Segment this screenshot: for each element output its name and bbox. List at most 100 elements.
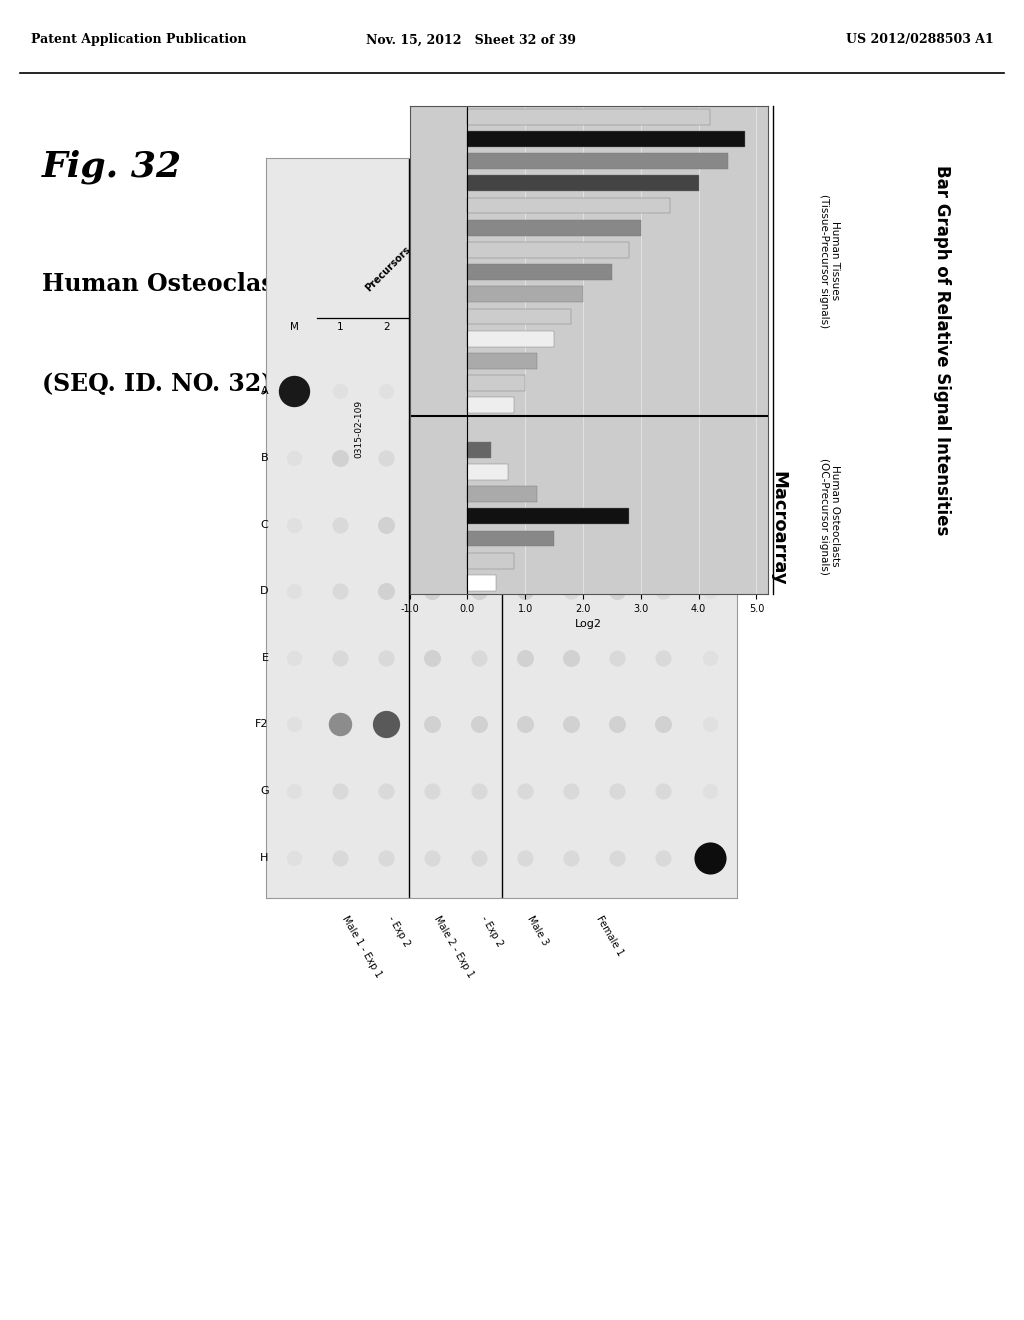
Point xyxy=(286,381,302,403)
Point xyxy=(378,647,394,668)
Point xyxy=(378,780,394,801)
Point xyxy=(332,581,348,602)
Text: 8: 8 xyxy=(660,322,667,331)
Point xyxy=(655,581,672,602)
Point xyxy=(655,381,672,403)
Bar xyxy=(467,153,727,169)
Bar xyxy=(467,286,583,302)
Text: Human
Tissues: Human Tissues xyxy=(548,202,592,247)
Bar xyxy=(467,531,554,546)
Point xyxy=(701,847,718,869)
Text: Fig. 32: Fig. 32 xyxy=(42,150,182,185)
Point xyxy=(563,847,580,869)
Point xyxy=(286,847,302,869)
Point xyxy=(563,381,580,403)
Text: Macroarray: Macroarray xyxy=(769,471,787,585)
Point xyxy=(424,647,440,668)
Point xyxy=(470,381,486,403)
Point xyxy=(470,780,486,801)
Point xyxy=(655,780,672,801)
Bar xyxy=(467,242,630,257)
Point xyxy=(517,714,534,735)
Point xyxy=(332,780,348,801)
Point xyxy=(563,447,580,469)
Point xyxy=(378,847,394,869)
Bar xyxy=(467,176,698,191)
Text: F2: F2 xyxy=(255,719,268,730)
Text: A: A xyxy=(261,387,268,396)
Point xyxy=(378,513,394,535)
Text: 4: 4 xyxy=(475,322,482,331)
Point xyxy=(378,447,394,469)
Point xyxy=(609,847,626,869)
Point xyxy=(701,780,718,801)
Point xyxy=(609,381,626,403)
Point xyxy=(286,581,302,602)
Point xyxy=(286,647,302,668)
Point xyxy=(655,847,672,869)
Bar xyxy=(467,397,514,413)
Point xyxy=(517,513,534,535)
Point xyxy=(517,647,534,668)
Point xyxy=(701,513,718,535)
Bar xyxy=(467,264,612,280)
Text: Female 1: Female 1 xyxy=(594,915,625,958)
Point xyxy=(470,513,486,535)
Point xyxy=(655,447,672,469)
Bar xyxy=(467,508,630,524)
Bar xyxy=(467,309,571,325)
Point xyxy=(470,847,486,869)
Point xyxy=(563,647,580,668)
Point xyxy=(378,381,394,403)
Point xyxy=(424,581,440,602)
Point xyxy=(332,447,348,469)
Point xyxy=(424,447,440,469)
Point xyxy=(517,381,534,403)
Point xyxy=(609,513,626,535)
Point xyxy=(701,714,718,735)
Text: Human Osteoclasts
(OC-Precursor signals): Human Osteoclasts (OC-Precursor signals) xyxy=(818,458,841,574)
Text: 5: 5 xyxy=(521,322,528,331)
Point xyxy=(332,714,348,735)
Text: Nov. 15, 2012   Sheet 32 of 39: Nov. 15, 2012 Sheet 32 of 39 xyxy=(366,33,577,46)
Point xyxy=(286,780,302,801)
Point xyxy=(470,581,486,602)
Point xyxy=(609,714,626,735)
Point xyxy=(701,581,718,602)
Point xyxy=(286,714,302,735)
Point xyxy=(378,714,394,735)
Point xyxy=(655,714,672,735)
Text: E: E xyxy=(261,653,268,663)
Point xyxy=(517,847,534,869)
Bar xyxy=(467,331,554,347)
Text: 2: 2 xyxy=(383,322,389,331)
Bar xyxy=(467,219,641,236)
Text: D: D xyxy=(260,586,268,597)
Point xyxy=(332,847,348,869)
Point xyxy=(424,847,440,869)
Point xyxy=(701,381,718,403)
Point xyxy=(609,447,626,469)
Point xyxy=(332,647,348,668)
Text: - Exp 2: - Exp 2 xyxy=(478,915,505,949)
Text: G: G xyxy=(260,785,268,796)
Point xyxy=(701,647,718,668)
Point xyxy=(470,447,486,469)
Point xyxy=(563,513,580,535)
Text: H: H xyxy=(260,853,268,863)
Point xyxy=(378,581,394,602)
Text: 0315-02-109: 0315-02-109 xyxy=(354,400,362,458)
Text: Male 3: Male 3 xyxy=(525,915,550,948)
Text: 3: 3 xyxy=(429,322,436,331)
Text: 6: 6 xyxy=(567,322,574,331)
Text: M: M xyxy=(290,322,298,331)
Bar xyxy=(467,576,497,591)
Point xyxy=(563,581,580,602)
Text: Human Tissues
(Tissue-Precursor signals): Human Tissues (Tissue-Precursor signals) xyxy=(818,194,841,329)
Point xyxy=(517,780,534,801)
Point xyxy=(609,780,626,801)
Point xyxy=(470,714,486,735)
Point xyxy=(332,381,348,403)
Text: 7: 7 xyxy=(614,322,621,331)
Text: Human Osteoclast Macroarray: Human Osteoclast Macroarray xyxy=(42,272,446,296)
